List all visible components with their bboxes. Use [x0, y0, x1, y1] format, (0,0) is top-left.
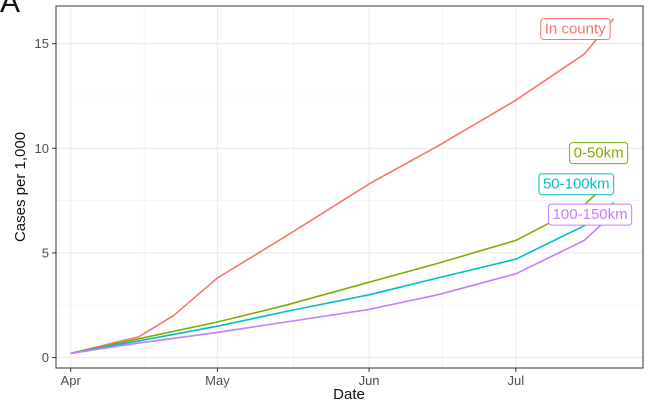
series-label-text: 50-100km [543, 176, 610, 193]
y-tick-label: 5 [42, 245, 49, 260]
y-tick-label: 0 [42, 350, 49, 365]
series-label-text: 0-50km [574, 145, 624, 162]
series-label-0: In county [540, 18, 611, 41]
series-line-2 [70, 202, 615, 355]
x-tick-label: Jun [359, 373, 380, 388]
x-tick-label: Jul [508, 373, 525, 388]
series-label-box [538, 173, 615, 196]
y-axis-title: Cases per 1,000 [12, 132, 29, 242]
series-label-box [548, 203, 633, 226]
plot-border [55, 5, 644, 369]
y-tick-label: 10 [35, 141, 49, 156]
series-label-box [569, 142, 629, 165]
series-line-0 [70, 18, 615, 355]
x-axis-title: Date [333, 386, 365, 403]
series-label-box [540, 18, 611, 41]
x-tick-label: May [205, 373, 230, 388]
series-labels: In county 0-50km 50-100km 100-150km [538, 18, 633, 226]
grid-major [56, 6, 643, 368]
y-tick-label: 15 [35, 36, 49, 51]
y-axis: 0 5 10 15 [35, 36, 56, 365]
series-label-2: 50-100km [538, 173, 615, 196]
series-label-1: 0-50km [569, 142, 629, 165]
panel-letter: A [0, 0, 21, 19]
series-label-3: 100-150km [548, 203, 633, 226]
series-label-text: 100-150km [553, 206, 628, 223]
grid-minor [56, 6, 643, 368]
x-axis: Apr May Jun Jul [61, 368, 525, 388]
series-label-text: In county [545, 21, 606, 38]
x-tick-label: Apr [61, 373, 82, 388]
series-line-3 [70, 212, 615, 355]
